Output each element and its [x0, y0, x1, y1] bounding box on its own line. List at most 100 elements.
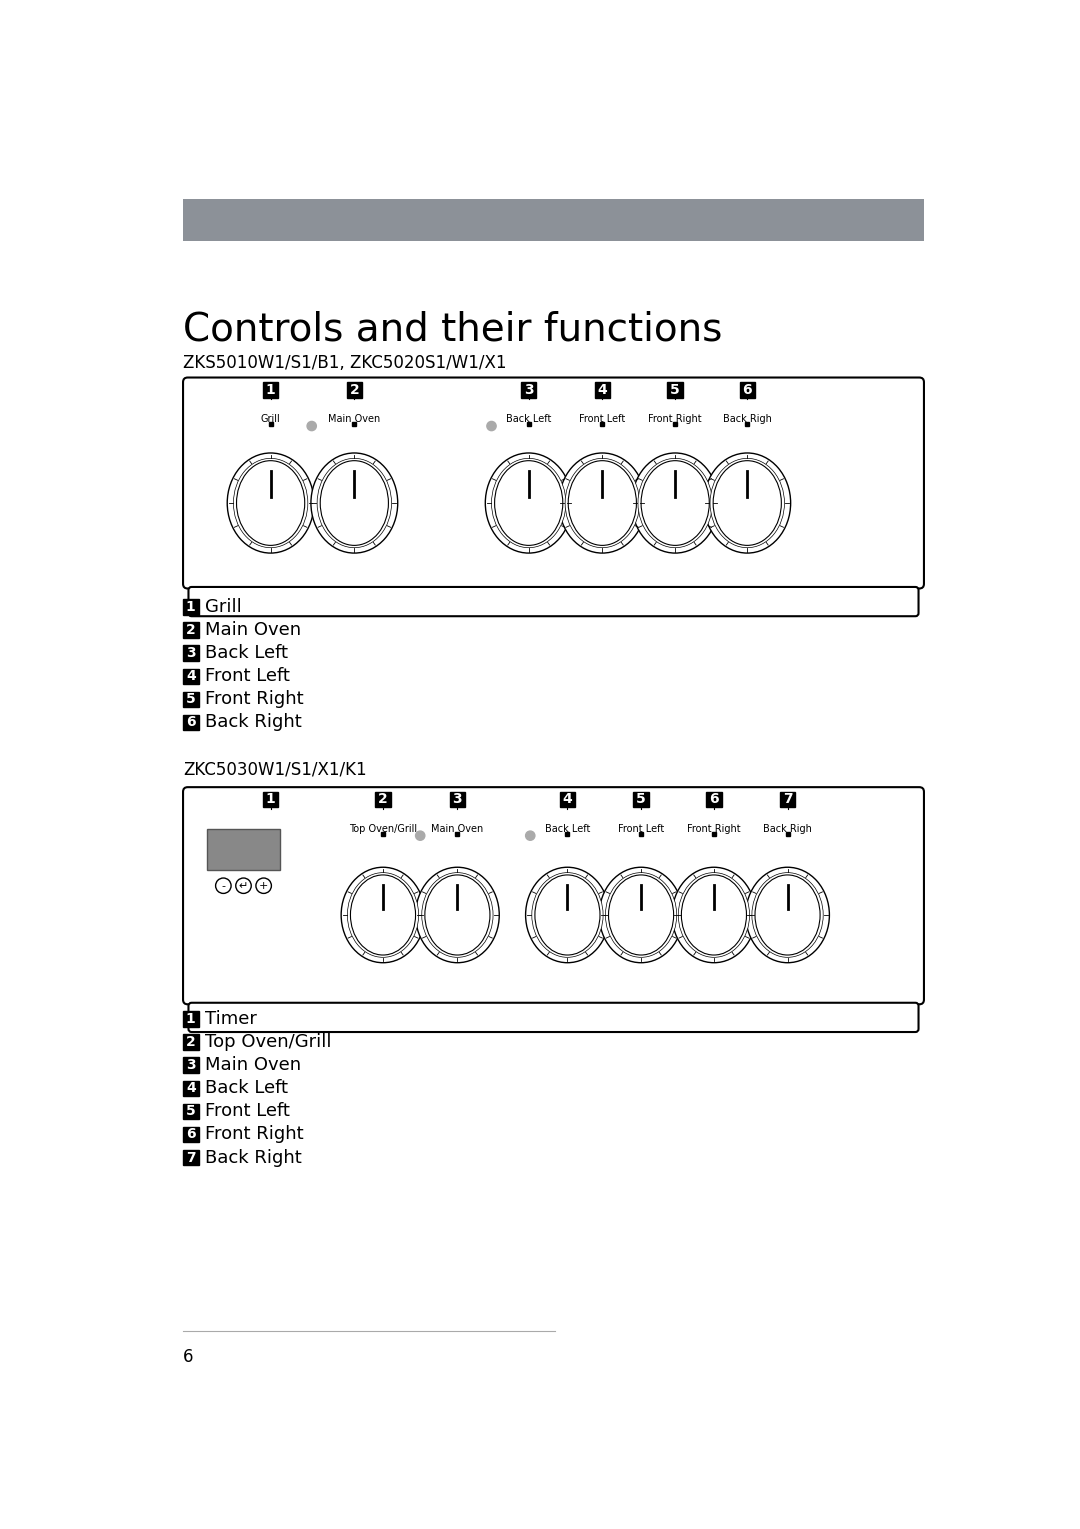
Ellipse shape: [681, 875, 746, 956]
Text: Front Right: Front Right: [205, 1125, 303, 1144]
Ellipse shape: [745, 867, 829, 963]
Circle shape: [307, 422, 316, 431]
FancyBboxPatch shape: [183, 645, 199, 661]
Text: Front Right: Front Right: [687, 824, 741, 835]
FancyBboxPatch shape: [183, 1150, 199, 1165]
Circle shape: [235, 878, 252, 893]
FancyBboxPatch shape: [183, 1081, 199, 1096]
Ellipse shape: [416, 867, 499, 963]
Ellipse shape: [485, 453, 572, 553]
Ellipse shape: [531, 873, 603, 957]
FancyBboxPatch shape: [449, 792, 465, 807]
Text: 4: 4: [597, 382, 607, 398]
Ellipse shape: [341, 867, 424, 963]
Text: ZKC5030W1/S1/X1/K1: ZKC5030W1/S1/X1/K1: [183, 761, 367, 778]
Ellipse shape: [422, 873, 494, 957]
Text: 4: 4: [186, 670, 195, 683]
FancyBboxPatch shape: [183, 1011, 199, 1026]
FancyBboxPatch shape: [183, 691, 199, 706]
FancyBboxPatch shape: [780, 792, 795, 807]
FancyBboxPatch shape: [667, 382, 683, 398]
FancyBboxPatch shape: [706, 792, 721, 807]
FancyBboxPatch shape: [183, 714, 199, 731]
Text: 7: 7: [186, 1150, 195, 1165]
Text: 5: 5: [671, 382, 680, 398]
Ellipse shape: [227, 453, 314, 553]
Ellipse shape: [565, 459, 639, 547]
Ellipse shape: [704, 453, 791, 553]
Ellipse shape: [710, 459, 784, 547]
Circle shape: [526, 832, 535, 841]
FancyBboxPatch shape: [740, 382, 755, 398]
Ellipse shape: [526, 867, 609, 963]
FancyBboxPatch shape: [183, 787, 924, 1005]
Ellipse shape: [638, 459, 713, 547]
FancyBboxPatch shape: [183, 1104, 199, 1119]
Ellipse shape: [672, 867, 756, 963]
Ellipse shape: [755, 875, 820, 956]
Text: ↵: ↵: [239, 881, 248, 891]
Text: Front Left: Front Left: [205, 1102, 289, 1121]
FancyBboxPatch shape: [559, 792, 576, 807]
Text: 2: 2: [186, 1035, 195, 1049]
FancyBboxPatch shape: [183, 1127, 199, 1142]
Text: Timer: Timer: [205, 1011, 257, 1027]
Text: Back Righ: Back Righ: [764, 824, 812, 835]
FancyBboxPatch shape: [347, 382, 362, 398]
Circle shape: [256, 878, 271, 893]
Text: 2: 2: [378, 792, 388, 806]
Text: Front Left: Front Left: [618, 824, 664, 835]
Bar: [183, 199, 924, 242]
Ellipse shape: [348, 873, 419, 957]
Text: 3: 3: [186, 1058, 195, 1072]
FancyBboxPatch shape: [183, 378, 924, 589]
Text: Front Right: Front Right: [205, 691, 303, 708]
Text: 1: 1: [266, 792, 275, 806]
Ellipse shape: [233, 459, 308, 547]
Text: 3: 3: [524, 382, 534, 398]
Circle shape: [416, 832, 424, 841]
Text: Front Left: Front Left: [205, 667, 289, 685]
Text: ZKS5010W1/S1/B1, ZKC5020S1/W1/X1: ZKS5010W1/S1/B1, ZKC5020S1/W1/X1: [183, 355, 507, 373]
Ellipse shape: [606, 873, 677, 957]
FancyBboxPatch shape: [189, 587, 918, 616]
FancyBboxPatch shape: [375, 792, 391, 807]
Text: Top Oven/Grill: Top Oven/Grill: [349, 824, 417, 835]
Text: Main Oven: Main Oven: [328, 414, 380, 425]
Text: 6: 6: [186, 1127, 195, 1142]
Ellipse shape: [713, 460, 781, 546]
Ellipse shape: [678, 873, 750, 957]
Ellipse shape: [568, 460, 636, 546]
Text: 3: 3: [186, 647, 195, 661]
Ellipse shape: [608, 875, 674, 956]
Text: 2: 2: [186, 624, 195, 638]
Text: 6: 6: [186, 716, 195, 729]
FancyBboxPatch shape: [183, 1034, 199, 1050]
Text: Main Oven: Main Oven: [205, 1057, 301, 1075]
Text: 1: 1: [186, 599, 195, 615]
Text: +: +: [259, 881, 268, 891]
Text: 7: 7: [783, 792, 793, 806]
Text: Back Righ: Back Righ: [723, 414, 772, 425]
FancyBboxPatch shape: [183, 622, 199, 638]
Text: Back Left: Back Left: [205, 644, 287, 662]
Text: Back Right: Back Right: [205, 1148, 301, 1167]
Ellipse shape: [491, 459, 566, 547]
FancyBboxPatch shape: [183, 668, 199, 683]
FancyBboxPatch shape: [633, 792, 649, 807]
FancyBboxPatch shape: [262, 792, 279, 807]
Text: Back Left: Back Left: [507, 414, 552, 425]
FancyBboxPatch shape: [262, 382, 279, 398]
Ellipse shape: [535, 875, 600, 956]
Ellipse shape: [424, 875, 490, 956]
Text: Main Oven: Main Oven: [431, 824, 484, 835]
Text: 5: 5: [186, 693, 195, 706]
Text: 6: 6: [183, 1347, 193, 1365]
Ellipse shape: [318, 459, 392, 547]
Text: 4: 4: [563, 792, 572, 806]
Text: 5: 5: [186, 1104, 195, 1118]
FancyBboxPatch shape: [595, 382, 610, 398]
Text: Front Left: Front Left: [579, 414, 625, 425]
Ellipse shape: [237, 460, 305, 546]
Text: Controls and their functions: Controls and their functions: [183, 310, 723, 349]
